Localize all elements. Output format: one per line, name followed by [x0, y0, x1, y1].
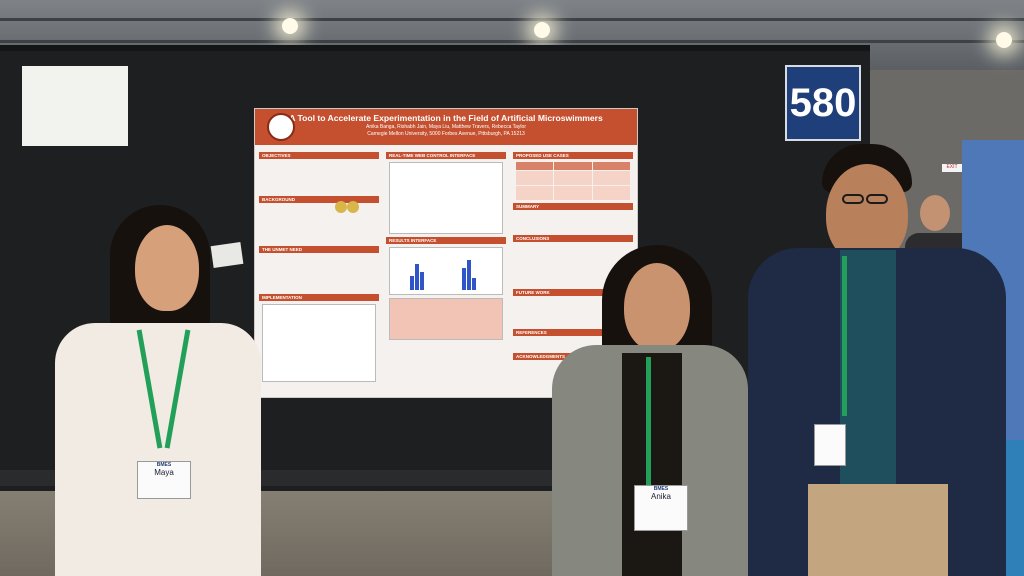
person-middle: BMES Anika: [552, 245, 752, 576]
badge-name: Anika: [650, 492, 671, 501]
section-heading: OBJECTIVES: [259, 152, 379, 159]
section-heading: FUTURE WORK: [513, 289, 633, 296]
section-heading: RESULTS INTERFACE: [386, 237, 506, 244]
poster-title: A Tool to Accelerate Experimentation in …: [289, 113, 603, 123]
poster-column-left: OBJECTIVES BACKGROUND THE UNMET NEED IMP…: [259, 149, 379, 385]
badge-org: BMES: [653, 486, 669, 492]
board-note-sheet: [22, 66, 128, 146]
section-heading: CONCLUSIONS: [513, 235, 633, 242]
badge-name: Maya: [154, 468, 174, 477]
control-interface-figure: [389, 162, 503, 234]
section-body: [259, 159, 379, 193]
poster-affiliation: Carnegie Mellon University, 5000 Forbes …: [367, 131, 525, 137]
name-badge: [814, 424, 846, 466]
ceiling-light: [534, 22, 550, 38]
ceiling-light: [996, 32, 1012, 48]
section-heading: BACKGROUND: [259, 196, 379, 203]
section-heading: IMPLEMENTATION: [259, 294, 379, 301]
poster-authors: Anika Banga, Rishabh Jain, Maya Liu, Mat…: [366, 124, 526, 130]
person-left: BMES Maya: [55, 205, 265, 576]
section-heading: REFERENCES: [513, 329, 633, 336]
ceiling-beam: [0, 18, 1024, 21]
implementation-figure: [262, 304, 376, 382]
section-heading: SUMMARY: [513, 203, 633, 210]
poster-header: A Tool to Accelerate Experimentation in …: [255, 109, 637, 145]
exit-sign: EXIT: [942, 164, 962, 172]
section-heading: THE UNMET NEED: [259, 246, 379, 253]
booth-number-sign: 580: [785, 65, 861, 141]
use-cases-table: [516, 162, 630, 200]
person-right: [748, 144, 1010, 576]
results-scatter-figure: [389, 298, 503, 340]
section-heading: PROPOSED USE CASES: [513, 152, 633, 159]
section-body: [259, 253, 379, 291]
poster-column-middle: REAL-TIME WEB CONTROL INTERFACE RESULTS …: [386, 149, 506, 343]
ceiling-light: [282, 18, 298, 34]
university-seal-icon: [267, 113, 295, 141]
section-body: [513, 210, 633, 232]
section-heading: REAL-TIME WEB CONTROL INTERFACE: [386, 152, 506, 159]
section-body: [259, 201, 379, 243]
ceiling-beam: [0, 40, 1024, 43]
name-badge: BMES Anika: [634, 485, 688, 531]
results-histogram-figure: [389, 247, 503, 295]
badge-org: BMES: [156, 462, 172, 468]
name-badge: BMES Maya: [137, 461, 191, 499]
